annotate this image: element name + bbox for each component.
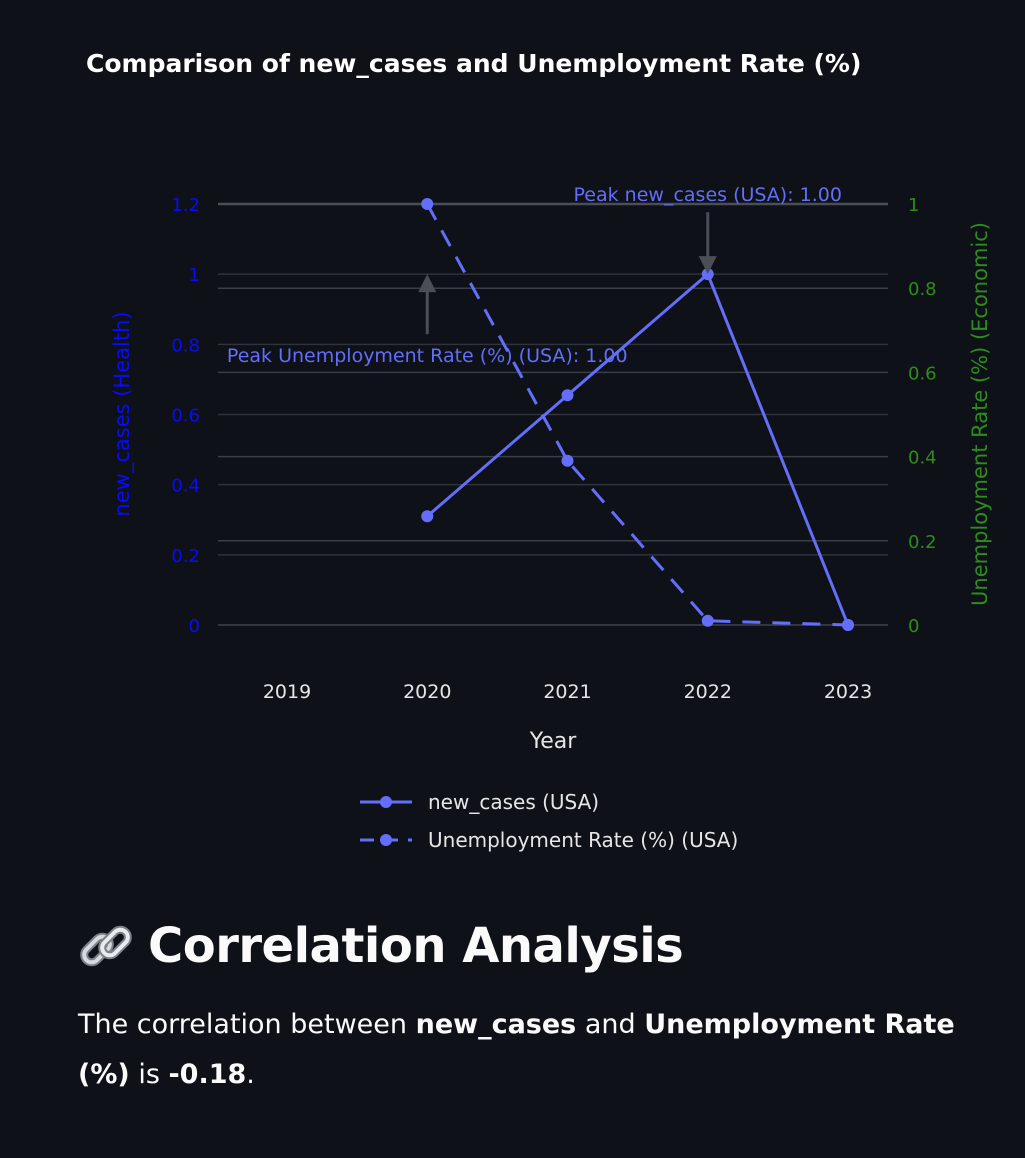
y-left-tick-label: 0.8	[171, 335, 200, 356]
comparison-chart: Comparison of new_cases and Unemployment…	[86, 49, 992, 852]
x-tick-label: 2022	[684, 681, 732, 703]
legend[interactable]: new_cases (USA) Unemployment Rate (%) (US…	[360, 790, 738, 852]
variable-2: Unemployment Rate (%)	[78, 1009, 955, 1090]
y-left-tick-label: 0	[189, 616, 200, 637]
text-part-1: The correlation between	[78, 1009, 416, 1040]
series-point[interactable]	[561, 389, 574, 402]
series-point[interactable]	[561, 454, 574, 467]
x-tick-label: 2019	[263, 681, 311, 703]
x-tick-label: 2021	[543, 681, 591, 703]
y-left-tick-label: 0.4	[171, 476, 200, 497]
series-point[interactable]	[842, 619, 854, 631]
section-heading: Correlation Analysis	[78, 918, 1008, 974]
annotation-peak-new-cases: Peak new_cases (USA): 1.00	[574, 184, 842, 206]
annotation-arrowhead	[418, 274, 437, 293]
correlation-value: -0.18	[168, 1059, 247, 1090]
left-axis-title: new_cases (Health)	[110, 311, 135, 516]
y-right-tick-label: 0.2	[908, 532, 937, 553]
section-heading-text: Correlation Analysis	[148, 918, 684, 974]
legend-marker[interactable]	[380, 834, 392, 846]
right-axis-title: Unemployment Rate (%) (Economic)	[968, 222, 992, 606]
series-point[interactable]	[701, 614, 714, 627]
series-point[interactable]	[421, 198, 434, 210]
correlation-section: Correlation Analysis The correlation bet…	[78, 918, 1008, 1100]
text-part-3: is	[129, 1059, 169, 1090]
y-right-tick-label: 1	[908, 195, 919, 216]
y-right-tick-label: 0.4	[908, 448, 937, 469]
legend-marker[interactable]	[380, 796, 392, 808]
correlation-text: The correlation between new_cases and Un…	[78, 1000, 1003, 1100]
annotation-peak-unemployment: Peak Unemployment Rate (%) (USA): 1.00	[227, 345, 628, 367]
y-right-tick-label: 0.8	[908, 279, 937, 300]
y-left-tick-label: 1	[189, 265, 200, 286]
legend-label[interactable]: Unemployment Rate (%) (USA)	[428, 828, 738, 852]
series-point[interactable]	[421, 510, 434, 523]
y-right-tick-label: 0	[908, 616, 919, 637]
series-line[interactable]	[425, 203, 849, 627]
text-part-2: and	[576, 1009, 645, 1040]
y-left-tick-label: 1.2	[171, 195, 200, 216]
y-right-tick-label: 0.6	[908, 363, 937, 384]
y-left-tick-label: 0.2	[171, 546, 200, 567]
legend-label[interactable]: new_cases (USA)	[428, 790, 599, 814]
x-tick-label: 2023	[824, 681, 872, 703]
annotation-arrowhead	[698, 256, 717, 275]
chart-title: Comparison of new_cases and Unemployment…	[86, 49, 861, 78]
text-part-4: .	[246, 1059, 255, 1090]
series-line[interactable]	[426, 271, 850, 626]
link-icon	[78, 918, 134, 974]
y-left-tick-label: 0.6	[171, 406, 200, 427]
x-axis-title: Year	[529, 729, 578, 754]
x-tick-label: 2020	[403, 681, 451, 703]
variable-1: new_cases	[415, 1009, 577, 1040]
